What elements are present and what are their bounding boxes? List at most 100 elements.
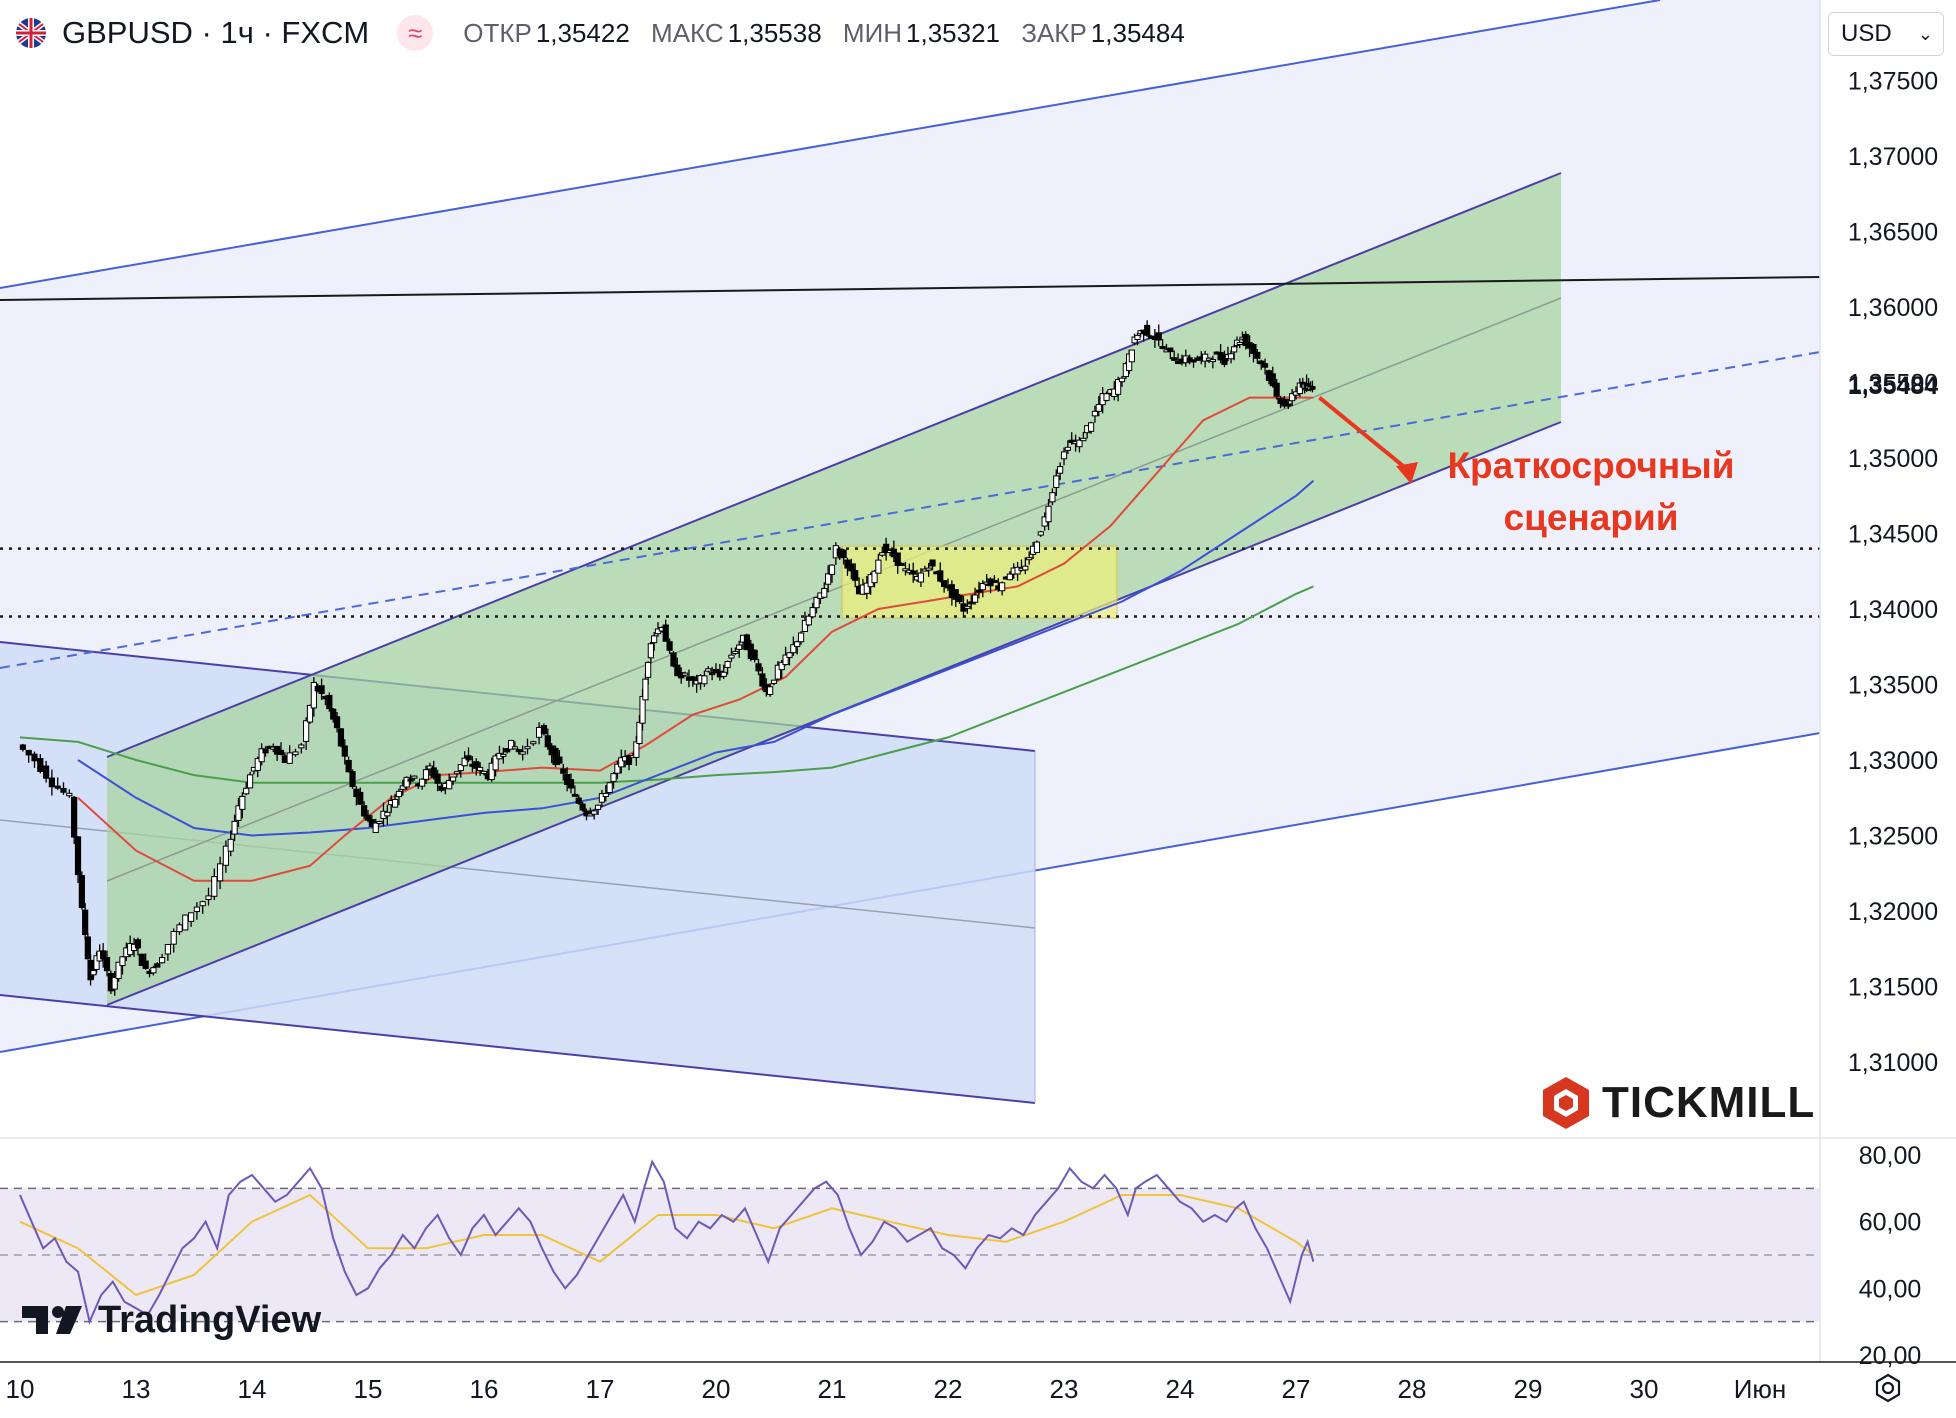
candle (999, 581, 1006, 596)
candle-body (1209, 359, 1216, 363)
candle (84, 932, 91, 960)
candle-body (1281, 398, 1288, 407)
candle (567, 773, 575, 794)
price-tick-label: 1,31500 (1848, 974, 1938, 1002)
candle-body (941, 580, 948, 588)
candle (1144, 320, 1151, 337)
price-tick-label: 1,32000 (1848, 898, 1938, 926)
candle (1202, 350, 1209, 368)
candle (794, 640, 801, 655)
candle-body (154, 963, 161, 968)
chevron-down-icon: ⌄ (1917, 23, 1933, 44)
candle-body (1049, 492, 1056, 503)
candle-body (341, 745, 348, 757)
symbol-title[interactable]: GBPUSD · 1ч · FXCM (62, 15, 370, 50)
data-provider-badge[interactable]: ≈ (397, 15, 434, 51)
candle-body (515, 749, 522, 753)
candle-body (871, 570, 878, 584)
candle (956, 593, 963, 604)
candle (1273, 378, 1280, 400)
candle-body (875, 559, 882, 574)
candle (150, 965, 157, 976)
candle-body (434, 773, 441, 784)
candle-body (60, 787, 67, 793)
candle (645, 661, 652, 685)
candle-body (1115, 378, 1122, 395)
candle-body (1155, 332, 1162, 341)
candle-body (778, 661, 785, 671)
candle (809, 602, 816, 619)
candle-body (670, 652, 677, 667)
currency-select[interactable]: USD ⌄ (1828, 12, 1944, 56)
candle (647, 641, 654, 664)
candle (303, 717, 310, 750)
candle (1221, 350, 1228, 368)
tickmill-logo: TICKMILL (1540, 1074, 1815, 1132)
candle (898, 562, 905, 566)
candle-body (937, 570, 944, 582)
candle-body (975, 589, 983, 593)
candle (1309, 380, 1316, 393)
candle-body (239, 795, 246, 810)
time-tick-label: Июн (1734, 1374, 1787, 1404)
candle (751, 649, 758, 663)
candle (292, 748, 299, 757)
candle-body (1261, 363, 1269, 368)
candle-body (188, 912, 195, 922)
time-tick-label: 13 (122, 1374, 151, 1404)
candle-body (813, 596, 820, 609)
candle-body (488, 762, 495, 781)
candle (430, 760, 437, 780)
candle (910, 562, 917, 583)
candle (465, 747, 472, 762)
tickmill-text: TICKMILL (1602, 1078, 1816, 1127)
candle-body (852, 570, 859, 581)
candle-body (286, 752, 293, 764)
candle-body (805, 615, 812, 626)
time-tick-label: 22 (934, 1374, 963, 1404)
gear-icon[interactable] (1872, 1372, 1904, 1404)
high-value: 1,35538 (727, 17, 822, 48)
candle-body (222, 845, 230, 866)
candle (222, 840, 230, 873)
candle-body (917, 572, 925, 583)
candle-body (1289, 393, 1296, 402)
candle-body (1057, 466, 1064, 474)
candle-body (540, 725, 548, 735)
candle-body (1242, 333, 1249, 347)
candle (407, 774, 414, 785)
candle (755, 658, 762, 676)
time-tick-label: 27 (1282, 1374, 1311, 1404)
scenario-annotation: Краткосрочный сценарий (1446, 440, 1736, 544)
candle-body (614, 763, 621, 774)
candle-body (182, 914, 189, 931)
candle (500, 747, 507, 764)
candle (205, 887, 212, 906)
candle (743, 633, 751, 651)
candle (74, 836, 82, 884)
candle-body (925, 567, 932, 571)
candle (364, 810, 372, 823)
candle (48, 769, 55, 796)
candle-body (25, 749, 32, 756)
candle-body (227, 838, 234, 852)
ascending-channel-upper-line (106, 172, 1562, 758)
candle (345, 756, 352, 773)
time-tick-label: 21 (818, 1374, 847, 1404)
candle-body (231, 820, 238, 835)
candle-body (1128, 349, 1135, 363)
candle (591, 810, 598, 820)
candle-body (552, 747, 559, 766)
candle (1022, 557, 1029, 575)
rsi-tick-label: 80,00 (1859, 1142, 1922, 1170)
candle-body (193, 906, 201, 913)
candle-body (598, 793, 606, 803)
candle-body (1118, 377, 1126, 383)
candle-body (465, 755, 472, 761)
candle (825, 565, 832, 593)
candle-body (786, 652, 793, 658)
candle-body (318, 685, 325, 694)
candle (964, 599, 971, 614)
candle (618, 749, 625, 774)
